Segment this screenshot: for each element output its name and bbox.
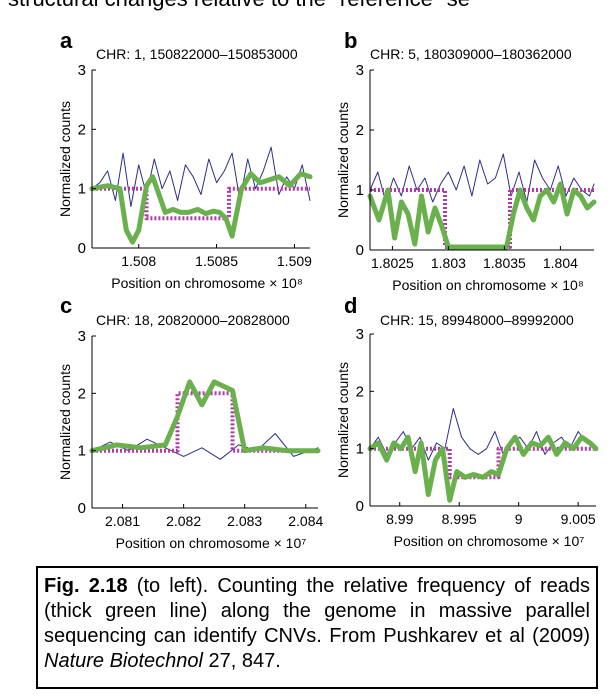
xtick-label-c-3: 2.084 xyxy=(288,513,323,529)
xtick-label-d-1: 8.995 xyxy=(442,511,477,527)
ylabel-d: Normalized counts xyxy=(335,362,351,478)
panel-letter-d: d xyxy=(344,293,358,318)
xtick-label-a-0: 1.508 xyxy=(121,253,156,269)
caption-text-1: (to left). Counting the relative frequen… xyxy=(44,575,590,647)
ytick-label-a-1: 1 xyxy=(78,181,86,198)
figure-caption: Fig. 2.18 (to left). Counting the relati… xyxy=(36,566,598,689)
ytick-label-d-1: 1 xyxy=(356,441,364,458)
panel-letter-c: c xyxy=(60,293,73,318)
xtick-label-b-2: 1.8035 xyxy=(483,255,526,271)
xtick-label-c-1: 2.082 xyxy=(166,513,201,529)
xtick-label-a-1: 1.5085 xyxy=(195,253,238,269)
ytick-label-b-0: 0 xyxy=(356,242,364,259)
caption-fig-label: Fig. 2.18 xyxy=(44,575,128,597)
panel-letter-a: a xyxy=(60,28,73,53)
ytick-label-d-3: 3 xyxy=(356,326,364,343)
chart-a: 0 1 2 3 1.508 1.5085 1.509 Position on chromoso… xyxy=(57,62,599,551)
ytick-label-a-2: 2 xyxy=(78,121,86,138)
ytick-label-c-0: 0 xyxy=(78,500,86,517)
xtick-label-d-0: 8.99 xyxy=(386,511,413,527)
ytick-label-d-2: 2 xyxy=(356,383,364,400)
series-d-thin-blue xyxy=(369,408,597,461)
xtick-label-b-1: 1.803 xyxy=(431,255,466,271)
series-b-thick-green xyxy=(367,181,597,250)
ytick-label-b-1: 1 xyxy=(356,182,364,199)
xlabel-d: Position on chromosome × 10⁷ xyxy=(394,533,585,549)
caption-text-2: 27, 847. xyxy=(202,650,281,672)
series-d-thick-green xyxy=(367,434,599,503)
panel-title-b: CHR: 5, 180309000–180362000 xyxy=(370,46,572,62)
xtick-label-c-0: 2.081 xyxy=(105,513,140,529)
series-a-thick-green xyxy=(89,171,313,245)
xlabel-c: Position on chromosome × 10⁷ xyxy=(116,535,307,551)
ylabel-c: Normalized counts xyxy=(57,364,73,480)
ylabel-b: Normalized counts xyxy=(335,102,351,218)
xlabel-a: Position on chromosome × 10⁸ xyxy=(111,275,303,291)
ylabel-a: Normalized counts xyxy=(57,101,73,217)
xtick-label-b-0: 1.8025 xyxy=(371,255,414,271)
header-text: structural changes relative to the "refe… xyxy=(8,0,470,12)
ytick-label-c-1: 1 xyxy=(78,443,86,460)
ytick-label-c-2: 2 xyxy=(78,385,86,402)
xtick-label-d-3: 9.005 xyxy=(561,511,596,527)
series-c-thick-green xyxy=(89,379,321,454)
xlabel-b: Position on chromosome × 10⁸ xyxy=(392,277,584,293)
series-d-dotted-magenta xyxy=(370,446,596,480)
ytick-label-a-3: 3 xyxy=(78,62,86,79)
panel-letter-b: b xyxy=(344,28,358,53)
ytick-label-c-3: 3 xyxy=(78,328,86,345)
series-b-dotted-magenta xyxy=(370,188,594,249)
ytick-label-b-3: 3 xyxy=(356,62,364,79)
xtick-label-c-2: 2.083 xyxy=(227,513,262,529)
panel-title-d: CHR: 15, 89948000–89992000 xyxy=(380,312,574,328)
ytick-label-b-2: 2 xyxy=(356,122,364,139)
xtick-label-a-2: 1.509 xyxy=(277,253,312,269)
panel-title-a: CHR: 1, 150822000–150853000 xyxy=(96,46,298,62)
series-b-thin-blue xyxy=(369,153,595,203)
ytick-label-d-0: 0 xyxy=(356,498,364,515)
panel-title-c: CHR: 18, 20820000–20828000 xyxy=(96,312,290,328)
caption-journal: Nature Biotechnol xyxy=(44,650,203,672)
xtick-label-b-3: 1.804 xyxy=(543,255,578,271)
ytick-label-a-0: 0 xyxy=(78,240,86,257)
xtick-label-d-2: 9 xyxy=(515,511,523,527)
